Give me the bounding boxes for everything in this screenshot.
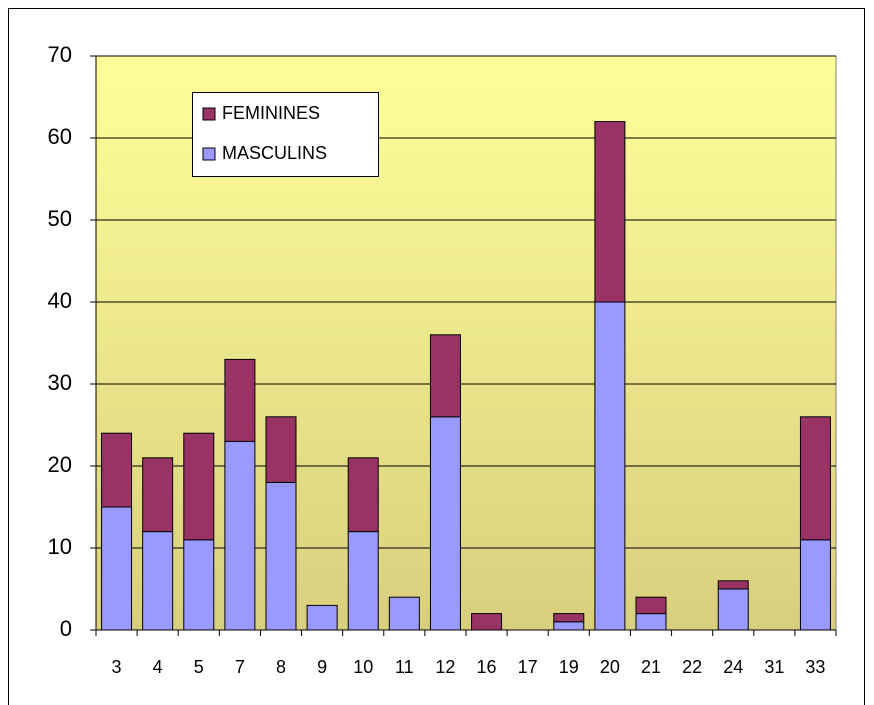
x-tick-label: 16 bbox=[477, 657, 497, 677]
x-tick-label: 9 bbox=[317, 657, 327, 677]
bar-segment bbox=[635, 596, 667, 615]
x-tick-label: 20 bbox=[600, 657, 620, 677]
bar-segment bbox=[224, 440, 256, 631]
x-tick-label: 17 bbox=[518, 657, 538, 677]
bar-segment bbox=[183, 539, 215, 631]
chart-border bbox=[8, 8, 865, 705]
y-tick-label: 30 bbox=[48, 370, 72, 395]
bar-segment bbox=[347, 531, 379, 631]
bar-segment bbox=[306, 604, 338, 631]
x-tick-label: 24 bbox=[723, 657, 743, 677]
x-tick-label: 19 bbox=[559, 657, 579, 677]
x-tick-label: 10 bbox=[353, 657, 373, 677]
bar-segment bbox=[224, 358, 256, 442]
bar-segment bbox=[553, 613, 585, 623]
legend-swatch bbox=[202, 147, 216, 161]
y-tick-label: 70 bbox=[48, 42, 72, 67]
y-tick-label: 40 bbox=[48, 288, 72, 313]
x-tick-label: 31 bbox=[764, 657, 784, 677]
y-tick-label: 60 bbox=[48, 124, 72, 149]
x-tick-label: 21 bbox=[641, 657, 661, 677]
x-tick-label: 11 bbox=[395, 657, 414, 677]
bar-segment bbox=[142, 531, 174, 631]
bar-segment bbox=[142, 457, 174, 533]
bar-segment bbox=[717, 588, 749, 631]
y-tick-label: 50 bbox=[48, 206, 72, 231]
bar-segment bbox=[388, 596, 420, 631]
x-tick-label: 33 bbox=[805, 657, 825, 677]
bar-segment bbox=[101, 506, 133, 631]
x-tick-label: 3 bbox=[112, 657, 122, 677]
x-tick-label: 12 bbox=[435, 657, 455, 677]
legend-label: MASCULINS bbox=[222, 143, 327, 163]
bar-segment bbox=[594, 301, 626, 631]
bar-segment bbox=[429, 334, 461, 418]
y-tick-label: 10 bbox=[48, 534, 72, 559]
bar-segment bbox=[799, 416, 831, 541]
bar-segment bbox=[265, 481, 297, 631]
bar-segment bbox=[594, 121, 626, 303]
bar-segment bbox=[265, 416, 297, 483]
x-tick-label: 22 bbox=[682, 657, 702, 677]
legend-swatch bbox=[202, 107, 216, 121]
bar-segment bbox=[183, 432, 215, 541]
bar-segment bbox=[717, 580, 749, 590]
y-tick-label: 20 bbox=[48, 452, 72, 477]
bar-segment bbox=[429, 416, 461, 631]
x-tick-label: 5 bbox=[194, 657, 204, 677]
bar-segment bbox=[471, 613, 503, 631]
x-tick-label: 4 bbox=[153, 657, 163, 677]
x-tick-label: 7 bbox=[235, 657, 245, 677]
legend-box bbox=[192, 92, 379, 177]
bar-segment bbox=[635, 613, 667, 631]
bar-segment bbox=[799, 539, 831, 631]
bar-segment bbox=[101, 432, 133, 508]
x-tick-label: 8 bbox=[276, 657, 286, 677]
bar-segment bbox=[553, 621, 585, 631]
bar-segment bbox=[347, 457, 379, 533]
legend-label: FEMININES bbox=[222, 103, 320, 123]
y-tick-label: 0 bbox=[60, 616, 72, 641]
